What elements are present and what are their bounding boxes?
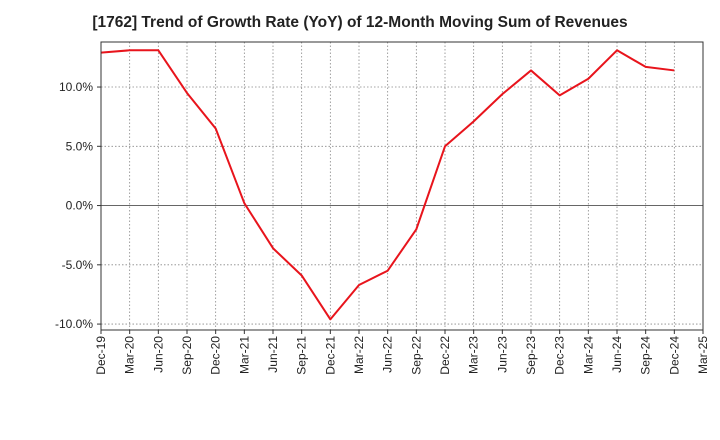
series-layer <box>100 49 675 321</box>
x-tick-label: Mar-24 <box>581 336 595 374</box>
x-tick-label: Dec-22 <box>438 336 452 375</box>
grid-layer <box>101 42 703 330</box>
y-tick-label: -10.0% <box>55 317 93 331</box>
chart-title: [1762] Trend of Growth Rate (YoY) of 12-… <box>92 14 628 31</box>
y-tick-label: 0.0% <box>66 199 94 213</box>
x-tick-label: Dec-24 <box>667 336 681 375</box>
x-tick-label: Sep-23 <box>524 336 538 375</box>
x-tick-label: Sep-20 <box>180 336 194 375</box>
x-tick-label: Dec-21 <box>323 336 337 375</box>
x-tick-label: Dec-19 <box>94 336 108 375</box>
x-tick-label: Mar-25 <box>696 336 710 374</box>
x-tick-label: Jun-20 <box>151 336 165 373</box>
axis-layer: -10.0% -5.0% 0.0% 5.0% 10.0% Dec-19 Mar-20 Jun-… <box>55 41 710 375</box>
x-tick-label: Mar-22 <box>352 336 366 374</box>
x-tick-label: Mar-21 <box>237 336 251 374</box>
plot-frame <box>100 41 704 331</box>
x-tick-label: Jun-24 <box>610 336 624 373</box>
y-tick-label: 10.0% <box>59 80 93 94</box>
x-tick-label: Dec-23 <box>553 336 567 375</box>
x-tick-label: Sep-22 <box>409 336 423 375</box>
x-tick-label: Jun-22 <box>381 336 395 373</box>
x-tick-label: Mar-23 <box>467 336 481 374</box>
x-tick-label: Dec-20 <box>209 336 223 375</box>
x-tick-label: Jun-23 <box>495 336 509 373</box>
y-tick-label: 5.0% <box>66 139 94 153</box>
y-tick-label: -5.0% <box>62 258 94 272</box>
x-tick-label: Sep-24 <box>639 336 653 375</box>
x-tick-label: Jun-21 <box>266 336 280 373</box>
x-tick-label: Mar-20 <box>123 336 137 374</box>
x-tick-label: Sep-21 <box>295 336 309 375</box>
series-line <box>100 49 675 321</box>
